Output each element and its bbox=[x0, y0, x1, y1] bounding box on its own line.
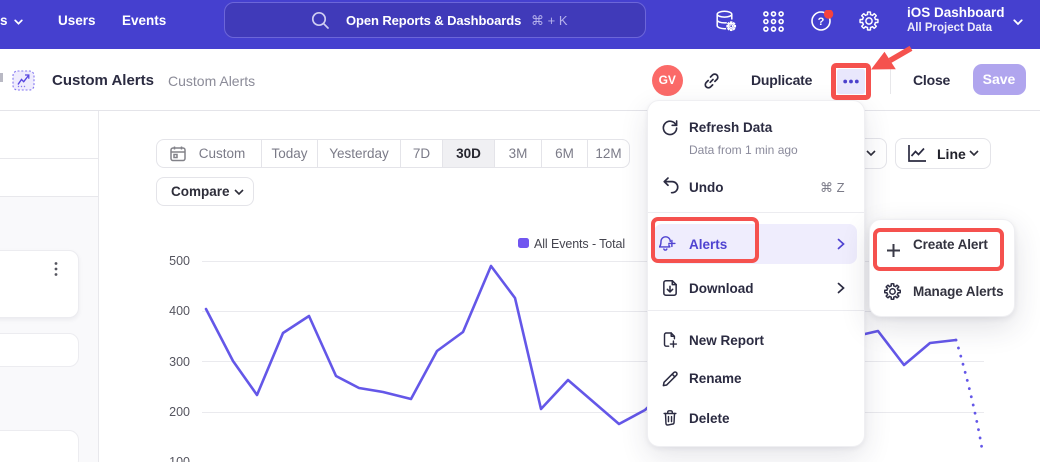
svg-text:?: ? bbox=[818, 16, 825, 28]
